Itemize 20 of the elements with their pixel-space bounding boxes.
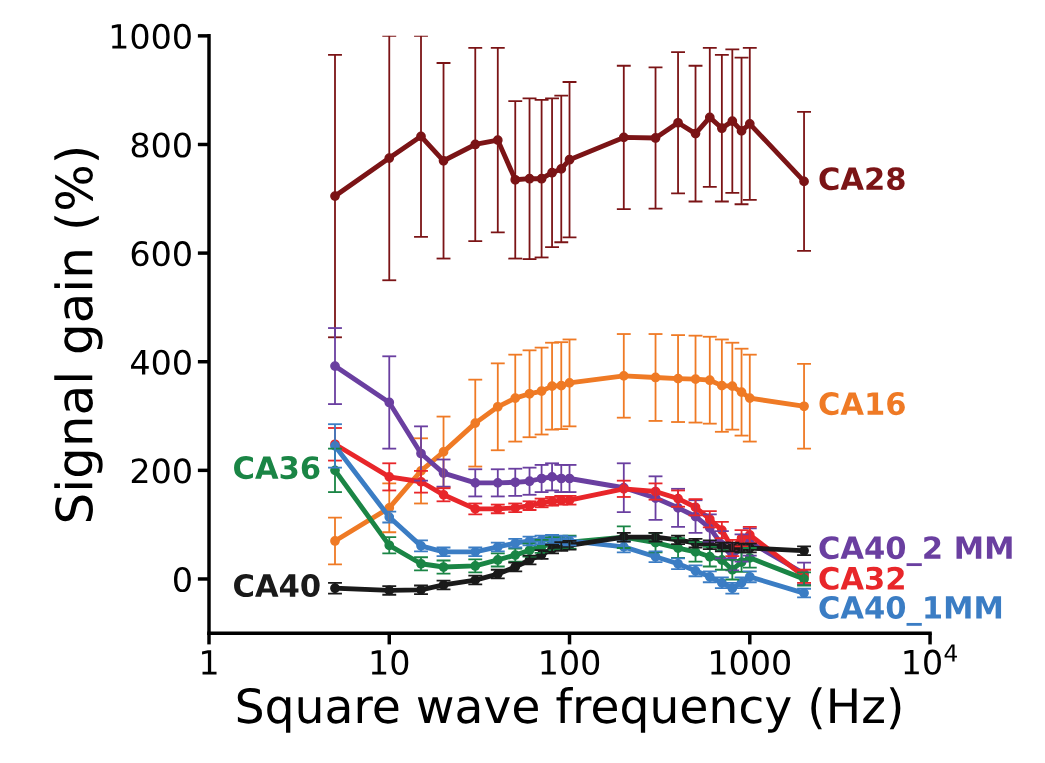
x-tick-label: 1 bbox=[202, 650, 217, 675]
y-tick-label: 1000 bbox=[111, 23, 191, 49]
x-tick-label: 10 bbox=[371, 649, 409, 676]
y-tick-label: 600 bbox=[131, 241, 191, 267]
x-axis-title: Square wave frequency (Hz) bbox=[237, 687, 901, 733]
y-tick-label: 200 bbox=[131, 458, 191, 484]
x-tick-label: 1000 bbox=[711, 649, 790, 676]
x-tick-label: 10$^{4}$ bbox=[904, 644, 957, 675]
series-label: CA40_2 MM bbox=[819, 536, 1012, 567]
y-axis-title: Signal gain (%) bbox=[54, 148, 103, 522]
series-label: CA32 bbox=[819, 566, 904, 590]
y-tick-label: 400 bbox=[131, 349, 191, 375]
series-label: CA16 bbox=[819, 392, 905, 416]
series-label: CA40_1MM bbox=[819, 595, 1002, 626]
series-label: CA40 bbox=[234, 573, 320, 598]
series-label: CA36 bbox=[234, 456, 320, 480]
y-tick-label: 800 bbox=[131, 132, 191, 158]
series-label: CA28 bbox=[819, 167, 905, 191]
y-tick-label: 0 bbox=[174, 566, 191, 593]
x-tick-label: 100 bbox=[541, 649, 600, 676]
